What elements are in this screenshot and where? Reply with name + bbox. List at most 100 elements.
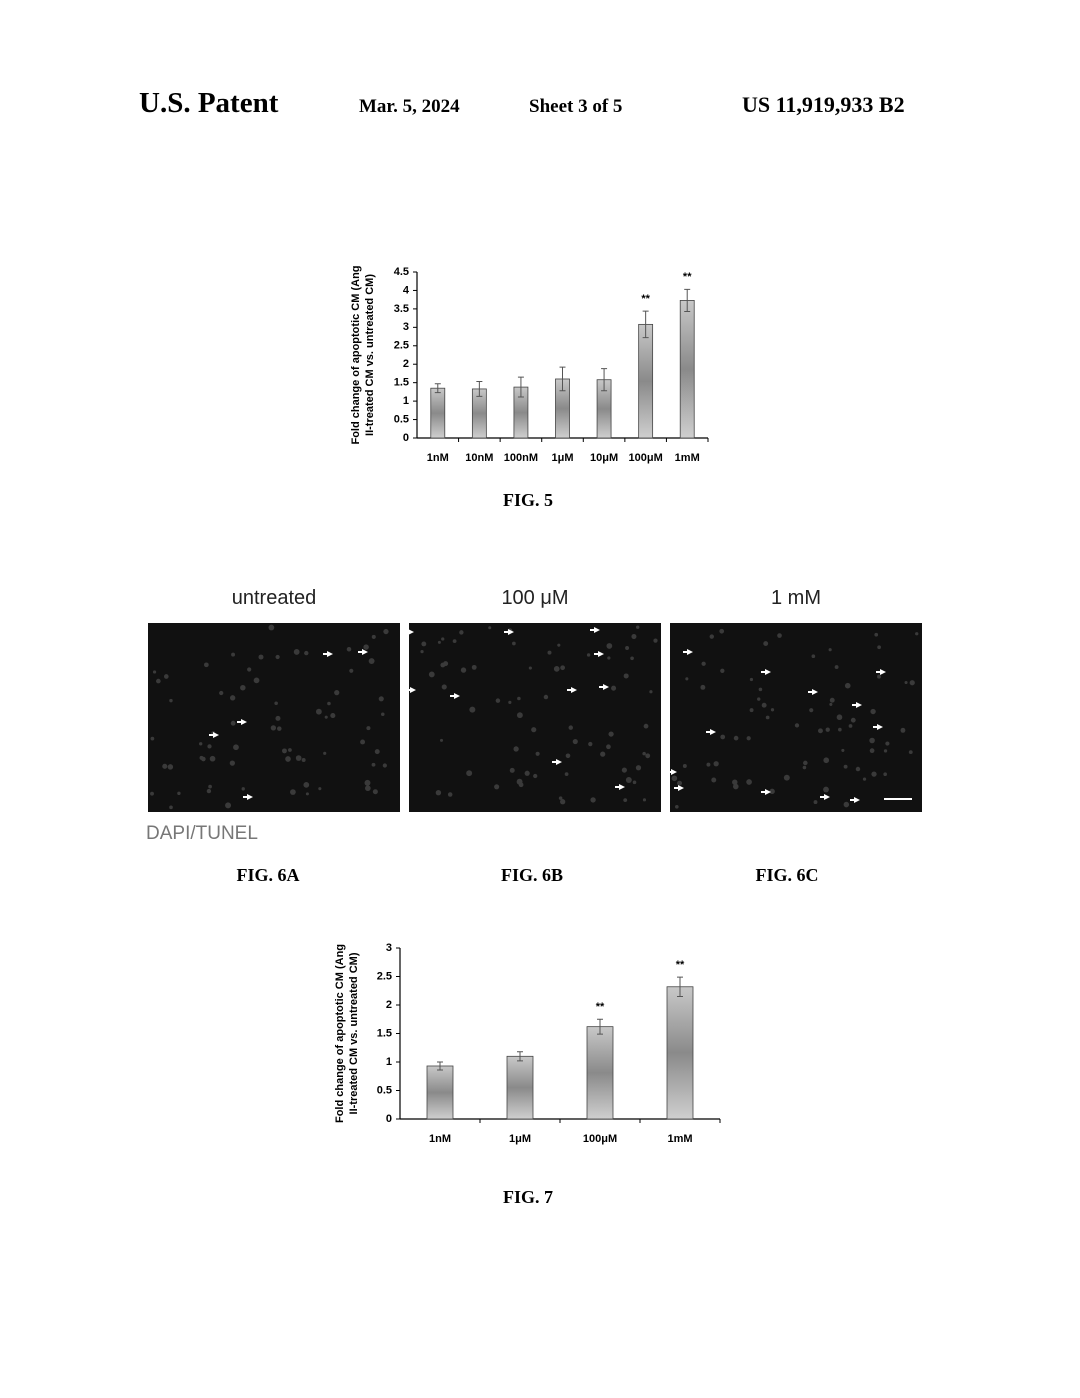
cell-nucleus [258, 654, 264, 660]
cell-nucleus [770, 708, 775, 712]
cell-nucleus [636, 625, 640, 629]
cell-nucleus [811, 654, 816, 659]
arrow-marker [567, 687, 577, 693]
cell-nucleus [709, 634, 714, 639]
cell-nucleus [512, 641, 516, 646]
arrow-marker [850, 797, 860, 803]
cell-nucleus [488, 626, 492, 630]
significance-label: ** [596, 1001, 605, 1013]
y-tick-label: 1.5 [394, 377, 409, 389]
cell-nucleus [761, 702, 767, 708]
x-tick-label: 10μM [590, 452, 618, 464]
cell-nucleus [247, 667, 252, 672]
cell-nucleus [749, 708, 754, 713]
cell-nucleus [642, 751, 646, 756]
cell-nucleus [452, 639, 457, 644]
arrow-marker [667, 769, 677, 775]
header-date: Mar. 5, 2024 [359, 96, 460, 117]
cell-nucleus [720, 734, 726, 740]
cell-nucleus [198, 742, 203, 746]
bar [426, 1065, 454, 1120]
cell-nucleus [372, 789, 378, 795]
y-tick-label: 3.5 [394, 303, 409, 315]
cell-nucleus [904, 680, 908, 685]
cell-nucleus [783, 774, 790, 781]
cell-nucleus [874, 632, 879, 637]
cell-nucleus [823, 757, 830, 764]
cell-nucleus [818, 728, 823, 734]
y-tick-label: 0 [403, 432, 409, 444]
cell-nucleus [869, 748, 875, 754]
cell-nucleus [290, 789, 296, 795]
arrow-marker [876, 669, 886, 675]
cell-nucleus [543, 694, 549, 700]
cell-nucleus [841, 748, 845, 752]
arrow-marker [599, 684, 609, 690]
micrograph [670, 623, 922, 812]
figure-caption: FIG. 7 [503, 1187, 553, 1207]
cell-nucleus [368, 658, 375, 665]
cell-nucleus [241, 787, 245, 791]
cell-nucleus [346, 646, 352, 652]
cell-nucleus [611, 685, 617, 691]
cell-nucleus [557, 643, 561, 647]
cell-nucleus [757, 697, 761, 701]
cell-nucleus [207, 744, 212, 749]
cell-nucleus [765, 715, 770, 720]
error-bar [642, 310, 649, 339]
y-tick-label: 4.5 [394, 266, 409, 278]
cell-nucleus [253, 677, 260, 684]
micrograph [148, 623, 400, 812]
arrow-marker [674, 785, 684, 791]
error-bar [601, 368, 608, 392]
arrow-marker [552, 759, 562, 765]
cell-nucleus [749, 677, 754, 682]
cell-nucleus [590, 797, 596, 803]
cell-nucleus [277, 726, 282, 731]
cell-nucleus [565, 753, 571, 759]
cell-nucleus [163, 674, 169, 679]
y-tick-label: 1 [386, 1056, 392, 1068]
cell-nucleus [305, 792, 309, 796]
cell-nucleus [631, 634, 637, 640]
cell-nucleus [553, 666, 560, 672]
arrow-marker [237, 719, 247, 725]
x-tick-label: 1mM [675, 452, 700, 464]
figure-caption: FIG. 5 [503, 490, 553, 510]
cell-nucleus [439, 738, 444, 742]
cell-nucleus [199, 755, 204, 760]
cell-nucleus [608, 731, 614, 737]
arrow-marker [808, 689, 818, 695]
error-bar [434, 383, 441, 394]
cell-nucleus [769, 788, 775, 795]
cell-nucleus [533, 773, 538, 779]
cell-nucleus [675, 804, 679, 809]
cell-nucleus [649, 690, 653, 694]
cell-nucleus [560, 799, 566, 805]
panel-title: 1 mM [771, 587, 821, 609]
cell-nucleus [588, 741, 593, 747]
cell-nucleus [531, 727, 537, 733]
cell-nucleus [732, 779, 738, 785]
cell-nucleus [240, 684, 246, 691]
cell-nucleus [632, 780, 637, 785]
cell-nucleus [606, 643, 613, 649]
arrow-marker [358, 649, 368, 655]
cell-nucleus [229, 695, 236, 701]
micrograph [409, 623, 661, 812]
cell-nucleus [304, 650, 309, 656]
cell-nucleus [365, 785, 371, 792]
cell-nucleus [877, 674, 881, 679]
cell-nucleus [177, 791, 181, 796]
cell-nucleus [720, 668, 725, 673]
cell-nucleus [586, 653, 591, 657]
cell-nucleus [746, 779, 752, 785]
cell-nucleus [732, 783, 739, 790]
cell-nucleus [547, 650, 552, 655]
cell-nucleus [162, 763, 168, 769]
cell-nucleus [441, 684, 447, 690]
arrow-marker [406, 687, 416, 693]
cell-nucleus [677, 780, 682, 786]
cell-nucleus [909, 680, 915, 686]
cell-nucleus [275, 654, 280, 660]
